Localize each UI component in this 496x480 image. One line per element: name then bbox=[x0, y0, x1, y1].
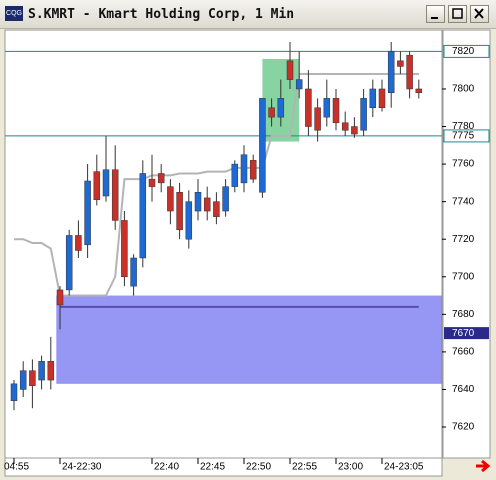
candle-body bbox=[323, 98, 331, 118]
candle-body bbox=[240, 154, 248, 184]
candle-body bbox=[231, 163, 239, 187]
zone bbox=[56, 295, 442, 384]
candle-body bbox=[222, 186, 229, 212]
y-tick-label: 7800 bbox=[452, 84, 475, 95]
app-icon: CQG bbox=[5, 6, 23, 21]
candle-body bbox=[314, 107, 321, 131]
candle-body bbox=[397, 60, 404, 67]
candle-body bbox=[295, 79, 303, 90]
candle-body bbox=[259, 98, 266, 193]
minimize-button[interactable] bbox=[426, 5, 445, 23]
candle-body bbox=[406, 54, 413, 90]
candle-body bbox=[268, 107, 275, 118]
title-bar: CQG S.KMRT - Kmart Holding Corp, 1 Min bbox=[0, 0, 496, 29]
candle-body bbox=[121, 220, 128, 278]
x-tick-label: 22:50 bbox=[246, 462, 271, 473]
marker-label: 7670 bbox=[452, 328, 475, 339]
candle-body bbox=[341, 122, 349, 131]
y-tick-label: 7740 bbox=[452, 196, 475, 207]
candle-body bbox=[305, 88, 312, 127]
x-tick-label: 23:00 bbox=[338, 462, 363, 473]
y-tick-label: 7680 bbox=[452, 309, 475, 320]
candle-body bbox=[249, 160, 257, 180]
candle-body bbox=[102, 169, 110, 197]
window-title: S.KMRT - Kmart Holding Corp, 1 Min bbox=[28, 7, 295, 22]
candle-body bbox=[369, 88, 377, 108]
candle-body bbox=[167, 186, 174, 212]
candle-body bbox=[29, 370, 36, 386]
level-label: 7775 bbox=[452, 131, 475, 142]
time-axis bbox=[4, 457, 443, 477]
level-label: 7820 bbox=[452, 46, 475, 57]
candle-body bbox=[47, 361, 55, 381]
candle-body bbox=[10, 383, 18, 401]
candle-body bbox=[277, 98, 285, 118]
y-tick-label: 7760 bbox=[452, 159, 475, 170]
x-tick-label: 04:55 bbox=[4, 462, 29, 473]
candle-body bbox=[286, 60, 294, 80]
close-button[interactable] bbox=[470, 5, 489, 23]
scroll-arrow[interactable] bbox=[476, 459, 491, 473]
candle-body bbox=[65, 235, 73, 291]
candle-body bbox=[38, 361, 45, 381]
candle-body bbox=[130, 257, 137, 287]
candle-body bbox=[75, 235, 82, 251]
candle-body bbox=[93, 171, 101, 201]
x-tick-label: 22:45 bbox=[200, 462, 225, 473]
candle-body bbox=[378, 88, 386, 108]
candle-body bbox=[148, 178, 156, 187]
overlay-line bbox=[14, 72, 419, 297]
candle-body bbox=[387, 51, 395, 93]
y-tick-label: 7780 bbox=[452, 121, 475, 132]
candle-body bbox=[360, 98, 367, 131]
candle-body bbox=[351, 126, 358, 135]
maximize-button[interactable] bbox=[448, 5, 467, 23]
price-axis bbox=[442, 29, 491, 459]
candle-body bbox=[176, 192, 183, 231]
x-tick-label: 24-22:30 bbox=[62, 462, 102, 473]
y-tick-label: 7720 bbox=[452, 234, 475, 245]
candle-body bbox=[19, 370, 27, 390]
candle-body bbox=[332, 98, 340, 124]
x-tick-label: 22:55 bbox=[292, 462, 317, 473]
y-tick-label: 7640 bbox=[452, 384, 475, 395]
x-tick-label: 24-23:05 bbox=[384, 462, 424, 473]
candle-body bbox=[185, 201, 193, 240]
candle-body bbox=[139, 173, 147, 259]
y-tick-label: 7700 bbox=[452, 271, 475, 282]
marker-tag bbox=[444, 327, 489, 340]
y-tick-label: 7660 bbox=[452, 347, 475, 358]
x-tick-label: 22:40 bbox=[154, 462, 179, 473]
level-tag bbox=[443, 44, 490, 58]
y-tick-label: 7620 bbox=[452, 422, 475, 433]
candle-body bbox=[56, 289, 64, 306]
candle-body bbox=[203, 197, 211, 212]
candle-body bbox=[84, 180, 91, 246]
candle-body bbox=[213, 201, 220, 217]
candle-body bbox=[194, 192, 202, 212]
candle-body bbox=[415, 88, 423, 93]
candle-body bbox=[111, 169, 119, 221]
level-tag bbox=[443, 129, 490, 143]
candle-body bbox=[157, 173, 165, 184]
